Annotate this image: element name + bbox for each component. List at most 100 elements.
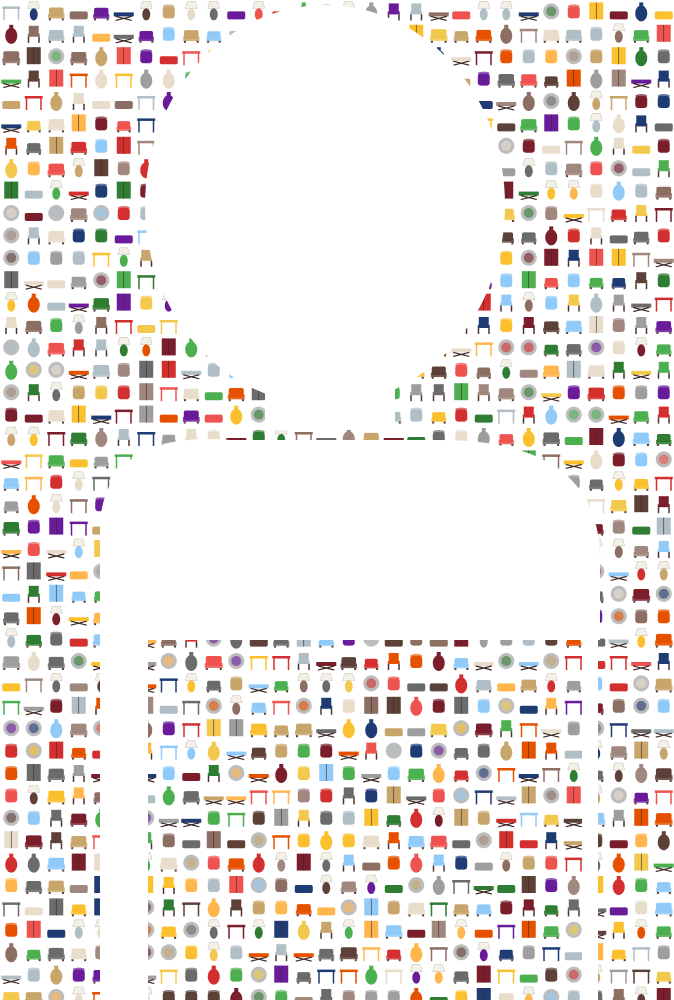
furniture-tile <box>5 743 18 758</box>
furniture-tile <box>544 180 558 200</box>
furniture-tile <box>137 96 156 110</box>
furniture-tile <box>162 721 175 736</box>
furniture-tile <box>227 840 246 849</box>
furniture-tile <box>521 920 536 938</box>
furniture-tile <box>500 318 513 332</box>
furniture-tile <box>117 362 130 377</box>
furniture-tile <box>522 317 535 334</box>
furniture-tile <box>207 898 220 918</box>
furniture-tile <box>293 953 314 962</box>
furniture-tile <box>274 681 289 693</box>
furniture-tile <box>521 271 536 289</box>
furniture-tile <box>590 450 603 470</box>
furniture-tile <box>316 729 337 738</box>
furniture-tile <box>93 456 109 469</box>
furniture-tile <box>455 362 468 377</box>
furniture-tile <box>274 965 289 983</box>
furniture-tile <box>543 93 560 109</box>
furniture-tile <box>140 69 153 89</box>
furniture-tile <box>229 695 243 715</box>
furniture-tile <box>386 696 401 714</box>
furniture-tile <box>610 608 627 625</box>
furniture-tile <box>320 697 333 715</box>
furniture-tile <box>364 898 379 916</box>
furniture-tile <box>474 342 493 357</box>
furniture-tile <box>498 339 515 356</box>
furniture-tile <box>567 273 580 288</box>
furniture-tile <box>498 434 514 446</box>
furniture-tile <box>95 116 108 131</box>
furniture-tile <box>632 947 651 962</box>
furniture-tile <box>72 339 85 357</box>
furniture-tile <box>612 318 625 332</box>
furniture-tile <box>47 230 65 245</box>
furniture-tile <box>633 675 650 692</box>
furniture-tile <box>657 228 670 243</box>
furniture-tile <box>230 405 243 425</box>
furniture-tile <box>47 7 65 21</box>
furniture-tile <box>657 385 670 400</box>
furniture-tile <box>342 787 355 805</box>
furniture-tile <box>520 249 537 266</box>
furniture-tile <box>498 137 515 154</box>
furniture-tile <box>71 114 86 132</box>
furniture-tile <box>477 317 490 334</box>
furniture-tile <box>49 69 64 87</box>
furniture-tile <box>654 813 673 827</box>
furniture-tile <box>342 766 355 780</box>
furniture-tile <box>410 808 423 828</box>
furniture-tile <box>544 277 559 290</box>
furniture-tile <box>476 367 492 379</box>
furniture-tile <box>518 191 539 201</box>
furniture-tile <box>140 49 153 64</box>
furniture-tile <box>116 271 131 289</box>
furniture-tile <box>635 317 648 334</box>
furniture-tile <box>635 94 648 108</box>
furniture-tile <box>609 96 628 110</box>
furniture-tile <box>609 969 628 984</box>
furniture-tile <box>5 317 18 334</box>
furniture-tile <box>50 318 63 332</box>
furniture-tile <box>295 904 312 917</box>
furniture-tile <box>47 880 65 894</box>
furniture-tile <box>297 920 310 940</box>
furniture-tile <box>318 948 335 962</box>
furniture-tile <box>407 902 425 917</box>
furniture-tile <box>385 742 402 759</box>
furniture-tile <box>612 809 625 827</box>
furniture-tile <box>25 742 42 759</box>
furniture-tile <box>588 339 605 356</box>
furniture-tile <box>27 161 40 176</box>
furniture-tile <box>272 656 291 670</box>
furniture-tile <box>160 926 177 939</box>
furniture-tile <box>50 965 63 985</box>
furniture-tile <box>590 293 603 313</box>
furniture-tile <box>519 705 538 714</box>
furniture-tile <box>565 966 582 983</box>
furniture-tile <box>47 455 65 469</box>
furniture-tile <box>340 657 357 670</box>
furniture-tile <box>159 857 178 872</box>
furniture-tile <box>27 293 40 313</box>
furniture-tile <box>137 118 156 133</box>
furniture-tile <box>499 852 513 872</box>
furniture-tile <box>361 774 382 783</box>
furniture-tile <box>71 591 86 603</box>
furniture-tile <box>522 899 535 917</box>
furniture-tile <box>24 835 43 850</box>
furniture-tile <box>274 920 289 938</box>
furniture-tile <box>432 964 446 984</box>
furniture-tile <box>455 855 468 870</box>
furniture-tile <box>453 787 470 804</box>
furniture-tile <box>25 720 42 737</box>
furniture-tile <box>320 788 333 803</box>
furniture-tile <box>521 741 536 759</box>
silhouette-shape <box>100 5 600 1000</box>
furniture-tile <box>72 986 86 1000</box>
furniture-tile <box>251 702 267 715</box>
furniture-tile <box>654 297 673 312</box>
furniture-tile <box>294 997 313 1000</box>
furniture-tile <box>542 365 560 379</box>
furniture-tile <box>408 877 425 893</box>
